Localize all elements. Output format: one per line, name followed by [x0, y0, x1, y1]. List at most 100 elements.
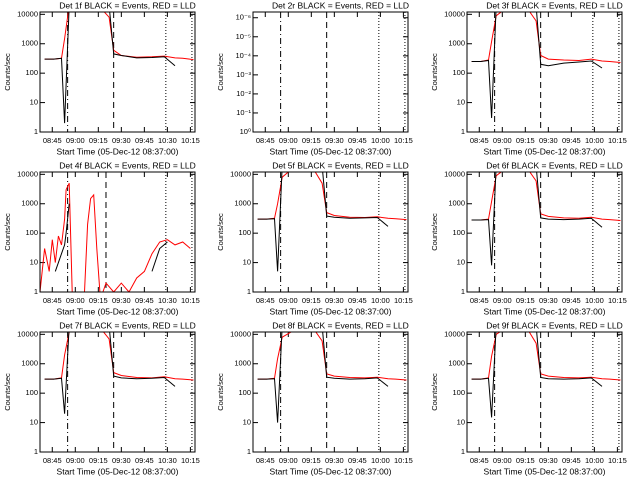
series-line — [257, 172, 389, 272]
panel-title: Det 9f BLACK = Events, RED = LLD — [486, 320, 623, 330]
y-axis-label: Counts/sec — [430, 53, 439, 91]
series-line — [54, 203, 168, 272]
y-tick-label: 10000 — [444, 9, 465, 18]
y-tick-label: 10⁻¹ — [236, 108, 251, 117]
y-tick-label: 1000 — [21, 199, 38, 208]
y-axis-label: Counts/sec — [430, 213, 439, 251]
y-axis-label: Counts/sec — [3, 53, 12, 91]
panel: Det 1f BLACK = Events, RED = LLD Counts/s… — [3, 0, 200, 156]
series-line — [40, 182, 191, 292]
x-tick-label: 10:15 — [181, 296, 200, 305]
x-tick-label: 09:15 — [89, 136, 108, 145]
series-line — [471, 332, 603, 418]
x-tick-label: 08:45 — [43, 296, 62, 305]
series-line — [471, 172, 603, 266]
y-tick-label: 100 — [452, 228, 465, 237]
x-tick-label: 08:45 — [256, 456, 275, 465]
plot-frame — [466, 171, 623, 293]
x-tick-label: 10:15 — [394, 296, 413, 305]
series-line — [471, 12, 603, 119]
x-tick-label: 10:15 — [608, 296, 627, 305]
x-tick-label: 09:00 — [66, 456, 85, 465]
x-tick-label: 10:15 — [608, 136, 627, 145]
y-tick-label: 10⁻³ — [236, 70, 251, 79]
panel-title: Det 4f BLACK = Events, RED = LLD — [59, 160, 196, 170]
plot-frame — [466, 331, 623, 453]
x-tick-label: 10:15 — [394, 456, 413, 465]
x-tick-label: 09:45 — [135, 456, 154, 465]
x-tick-label: 09:00 — [279, 136, 298, 145]
x-tick-label: 08:45 — [256, 296, 275, 305]
y-tick-label: 1000 — [448, 39, 465, 48]
y-tick-label: 1000 — [234, 359, 251, 368]
y-tick-label: 1 — [247, 447, 251, 456]
y-tick-label: 100 — [238, 228, 251, 237]
x-axis-label: Start Time (05-Dec-12 08:37:00) — [484, 466, 606, 476]
x-tick-label: 10:30 — [158, 136, 177, 145]
panel: Det 7f BLACK = Events, RED = LLD Counts/s… — [3, 320, 200, 476]
series-line — [44, 332, 176, 414]
x-tick-label: 09:45 — [562, 456, 581, 465]
x-tick-label: 08:45 — [43, 456, 62, 465]
x-tick-label: 09:30 — [539, 296, 558, 305]
x-axis-label: Start Time (05-Dec-12 08:37:00) — [270, 306, 392, 316]
panel-title: Det 2r BLACK = Events, RED = LLD — [272, 0, 409, 10]
plot-frame — [39, 11, 196, 133]
y-axis-label: Counts/sec — [216, 373, 225, 411]
y-tick-label: 1000 — [234, 199, 251, 208]
plot-frame — [39, 171, 196, 293]
series-line — [257, 172, 407, 221]
series-line — [257, 332, 389, 423]
x-tick-label: 10:00 — [371, 136, 390, 145]
x-tick-label: 09:00 — [66, 136, 85, 145]
y-axis-label: Counts/sec — [216, 53, 225, 91]
panel-title: Det 3f BLACK = Events, RED = LLD — [486, 0, 623, 10]
y-axis-label: Counts/sec — [3, 213, 12, 251]
x-axis-label: Start Time (05-Dec-12 08:37:00) — [57, 146, 179, 156]
panel: Det 4f BLACK = Events, RED = LLD Counts/s… — [3, 160, 200, 316]
y-axis-label: Counts/sec — [216, 213, 225, 251]
x-tick-label: 10:00 — [585, 296, 604, 305]
series-line — [471, 332, 621, 381]
x-tick-label: 10:30 — [158, 456, 177, 465]
x-tick-label: 10:00 — [585, 456, 604, 465]
y-tick-label: 1 — [247, 287, 251, 296]
x-tick-label: 09:30 — [539, 456, 558, 465]
x-tick-label: 10:30 — [158, 296, 177, 305]
y-tick-label: 10 — [30, 258, 38, 267]
y-tick-label: 10000 — [444, 329, 465, 338]
panel: Det 3f BLACK = Events, RED = LLD Counts/s… — [430, 0, 627, 156]
x-axis-label: Start Time (05-Dec-12 08:37:00) — [57, 466, 179, 476]
x-tick-label: 09:45 — [348, 456, 367, 465]
x-tick-label: 09:15 — [516, 456, 535, 465]
y-tick-label: 10⁻² — [236, 89, 251, 98]
x-tick-label: 09:45 — [135, 296, 154, 305]
y-tick-label: 1 — [34, 127, 38, 136]
y-tick-label: 1 — [461, 287, 465, 296]
x-tick-label: 09:00 — [279, 456, 298, 465]
y-tick-label: 10 — [457, 258, 465, 267]
y-tick-label: 10⁻⁵ — [236, 32, 251, 41]
y-tick-label: 100 — [25, 228, 38, 237]
y-tick-label: 1000 — [448, 199, 465, 208]
x-tick-label: 09:30 — [112, 136, 131, 145]
panel-title: Det 7f BLACK = Events, RED = LLD — [59, 320, 196, 330]
x-tick-label: 08:45 — [470, 136, 489, 145]
x-tick-label: 09:30 — [112, 296, 131, 305]
x-axis-label: Start Time (05-Dec-12 08:37:00) — [270, 466, 392, 476]
x-tick-label: 09:00 — [66, 296, 85, 305]
plot-frame — [466, 11, 623, 133]
x-tick-label: 10:00 — [371, 456, 390, 465]
x-tick-label: 09:45 — [348, 296, 367, 305]
x-axis-label: Start Time (05-Dec-12 08:37:00) — [270, 146, 392, 156]
panel-title: Det 8f BLACK = Events, RED = LLD — [272, 320, 409, 330]
y-axis-label: Counts/sec — [430, 373, 439, 411]
series-line — [257, 332, 407, 381]
x-tick-label: 09:45 — [562, 296, 581, 305]
x-tick-label: 09:15 — [516, 136, 535, 145]
y-tick-label: 10000 — [17, 329, 38, 338]
x-tick-label: 09:30 — [112, 456, 131, 465]
plot-frame — [39, 331, 196, 453]
x-tick-label: 09:15 — [516, 296, 535, 305]
